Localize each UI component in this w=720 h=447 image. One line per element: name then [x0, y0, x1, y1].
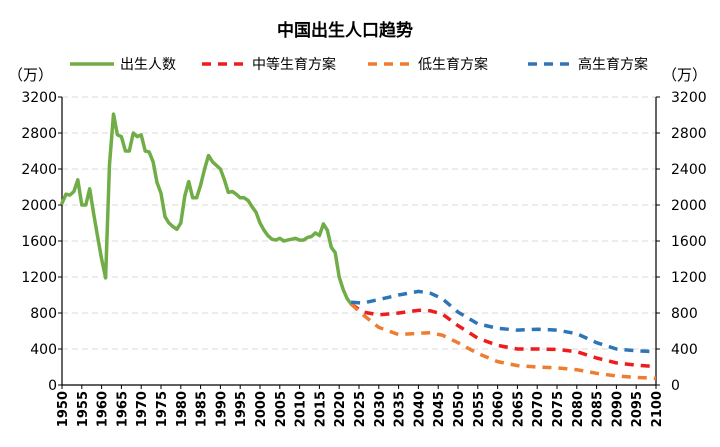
- y-tick-left-1200: 1200: [21, 270, 57, 286]
- chart-title: 中国出生人口趋势: [277, 20, 413, 41]
- x-tick-1980: 1980: [175, 391, 190, 427]
- x-tick-2030: 2030: [373, 391, 388, 427]
- y-tick-left-2400: 2400: [21, 162, 57, 178]
- y-tick-left-2800: 2800: [21, 126, 57, 142]
- x-tick-1965: 1965: [115, 391, 130, 427]
- legend-label-0: 出生人数: [120, 57, 176, 73]
- y-tick-left-800: 800: [30, 306, 57, 322]
- x-tick-2075: 2075: [551, 391, 566, 427]
- legend-label-3: 高生育方案: [578, 56, 648, 73]
- y-tick-right-2800: 2800: [671, 126, 707, 142]
- x-tick-2090: 2090: [610, 391, 625, 427]
- x-tick-2015: 2015: [313, 391, 328, 427]
- x-tick-2010: 2010: [294, 391, 309, 427]
- x-tick-1970: 1970: [135, 391, 150, 427]
- legend-label-1: 中等生育方案: [252, 56, 336, 73]
- x-tick-1950: 1950: [56, 391, 71, 427]
- y-tick-right-3200: 3200: [671, 90, 707, 106]
- x-tick-2100: 2100: [650, 391, 665, 427]
- series-line-3: [350, 289, 657, 354]
- y-tick-right-400: 400: [671, 342, 698, 358]
- x-tick-2060: 2060: [492, 391, 507, 427]
- x-tick-2065: 2065: [511, 391, 526, 427]
- left-axis-unit: （万）: [8, 66, 53, 84]
- y-tick-right-1200: 1200: [671, 270, 707, 286]
- legend-label-2: 低生育方案: [418, 56, 488, 73]
- y-tick-left-3200: 3200: [21, 90, 57, 106]
- x-tick-2055: 2055: [472, 391, 487, 427]
- y-tick-left-2000: 2000: [21, 198, 57, 214]
- x-tick-2045: 2045: [432, 391, 447, 427]
- x-tick-1975: 1975: [155, 391, 170, 427]
- series-line-2: [349, 302, 657, 381]
- x-tick-1955: 1955: [76, 391, 91, 427]
- x-tick-2085: 2085: [591, 391, 606, 427]
- x-tick-2050: 2050: [452, 391, 467, 427]
- x-tick-2070: 2070: [531, 391, 546, 427]
- y-tick-right-2400: 2400: [671, 162, 707, 178]
- y-tick-left-0: 0: [48, 378, 57, 394]
- legend: 出生人数 中等生育方案 低生育方案 高生育方案: [70, 56, 648, 73]
- right-axis-unit: （万）: [662, 66, 707, 84]
- gridlines: [62, 96, 656, 350]
- x-tick-2035: 2035: [393, 391, 408, 427]
- x-tick-2095: 2095: [630, 391, 645, 427]
- series-line-0: [60, 112, 353, 306]
- x-tick-2080: 2080: [571, 391, 586, 427]
- x-tick-2025: 2025: [353, 391, 368, 427]
- x-tick-1985: 1985: [195, 391, 210, 427]
- axes: 0 0 400 400 800 800 1200 1200 1600 1600 2000 2000 24…: [21, 90, 706, 427]
- y-tick-right-0: 0: [671, 378, 680, 394]
- x-tick-1995: 1995: [234, 391, 249, 427]
- x-tick-1990: 1990: [214, 391, 229, 427]
- series-lines: [60, 112, 657, 381]
- x-tick-2020: 2020: [333, 391, 348, 427]
- x-tick-2040: 2040: [412, 391, 427, 427]
- x-tick-2005: 2005: [274, 391, 289, 427]
- x-tick-2000: 2000: [254, 391, 269, 427]
- y-tick-right-2000: 2000: [671, 198, 707, 214]
- x-tick-1960: 1960: [96, 391, 111, 427]
- y-tick-right-1600: 1600: [671, 234, 707, 250]
- y-tick-left-1600: 1600: [21, 234, 57, 250]
- series-line-1: [350, 302, 657, 369]
- y-tick-left-400: 400: [30, 342, 57, 358]
- y-tick-right-800: 800: [671, 306, 698, 322]
